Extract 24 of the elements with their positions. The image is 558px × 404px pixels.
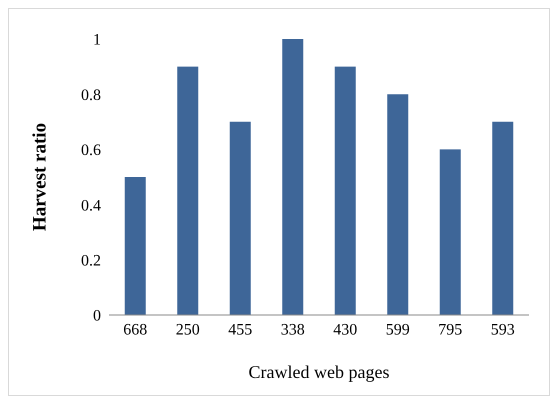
x-tick-label: 455 xyxy=(228,321,252,338)
bar xyxy=(492,122,514,315)
y-axis-title: Harvest ratio xyxy=(30,122,51,232)
x-tick-label: 250 xyxy=(176,321,200,338)
y-tick-label: 0.4 xyxy=(81,197,101,214)
bar xyxy=(282,39,304,315)
x-tick-label: 795 xyxy=(438,321,462,338)
x-tick-label: 668 xyxy=(123,321,148,338)
y-tick-label: 0 xyxy=(93,308,101,325)
y-tick-label: 0.6 xyxy=(81,142,101,160)
x-tick-label: 599 xyxy=(386,321,410,338)
x-axis-title: Crawled web pages xyxy=(248,362,390,382)
x-tick-label: 430 xyxy=(333,321,358,338)
bar xyxy=(230,122,251,315)
x-tick-label: 593 xyxy=(490,321,515,338)
x-tick-label: 338 xyxy=(280,321,305,338)
y-tick-label: 0.8 xyxy=(81,86,101,104)
y-tick-label: 1 xyxy=(93,32,101,49)
bar xyxy=(124,177,146,315)
bar xyxy=(177,66,198,315)
bar xyxy=(440,149,461,315)
y-tick-label: 0.2 xyxy=(81,252,101,270)
bar xyxy=(387,94,408,315)
bar xyxy=(334,66,356,315)
